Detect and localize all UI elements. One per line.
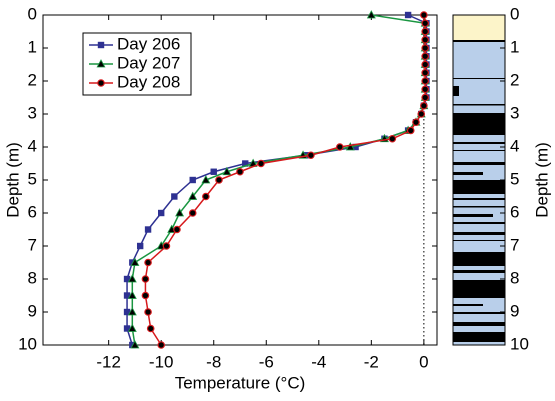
x-tick-label: -8 xyxy=(206,352,221,371)
y-tick-label: 7 xyxy=(510,235,519,254)
marker xyxy=(215,176,223,184)
marker xyxy=(421,19,429,28)
marker xyxy=(171,193,178,200)
y-tick-label: 0 xyxy=(28,4,37,23)
marker xyxy=(236,167,244,176)
marker xyxy=(96,59,106,68)
marker xyxy=(421,44,429,52)
y-tick-label: 7 xyxy=(28,235,37,254)
marker xyxy=(421,27,429,36)
marker xyxy=(388,134,397,143)
y-tick-label: 4 xyxy=(28,136,37,155)
marker xyxy=(188,209,197,217)
strata-column xyxy=(453,15,505,345)
marker xyxy=(336,143,344,151)
column-axis-label: Depth (m) xyxy=(532,142,551,218)
y-tick-label: 2 xyxy=(510,70,519,89)
marker xyxy=(352,143,359,151)
marker xyxy=(144,308,152,316)
y-tick-label: 5 xyxy=(510,169,519,188)
marker xyxy=(345,142,355,151)
marker xyxy=(127,323,137,332)
legend-label: Day 206 xyxy=(117,34,180,53)
y-tick-label: 6 xyxy=(510,202,519,221)
marker xyxy=(421,77,429,85)
marker xyxy=(127,290,137,299)
marker xyxy=(123,275,131,283)
legend-label: Day 207 xyxy=(117,53,180,72)
y-tick-label: 3 xyxy=(28,103,37,122)
marker xyxy=(141,275,150,283)
marker xyxy=(130,257,140,266)
legend-label: Day 208 xyxy=(117,72,180,91)
marker xyxy=(130,340,140,349)
marker xyxy=(421,35,429,44)
marker xyxy=(257,159,265,168)
marker xyxy=(202,192,210,201)
marker xyxy=(210,168,217,175)
marker xyxy=(417,110,426,118)
marker xyxy=(97,79,105,87)
marker xyxy=(144,226,152,233)
marker xyxy=(158,209,165,217)
marker xyxy=(366,10,376,19)
y-tick-label: 5 xyxy=(28,169,37,188)
y-tick-label: 8 xyxy=(510,268,519,287)
marker xyxy=(129,259,136,266)
marker xyxy=(421,60,429,69)
y-tick-label: 9 xyxy=(28,301,37,320)
marker xyxy=(307,151,315,160)
y-tick-label: 4 xyxy=(510,136,519,155)
marker xyxy=(123,325,131,332)
marker xyxy=(412,118,420,127)
marker xyxy=(123,292,131,299)
y-tick-label: 8 xyxy=(28,268,37,287)
y-axis-label: Depth (m) xyxy=(3,142,22,218)
y-tick-label: 3 xyxy=(510,103,519,122)
marker xyxy=(242,160,249,167)
marker xyxy=(129,341,136,349)
marker xyxy=(144,258,152,267)
marker xyxy=(97,41,105,49)
y-tick-label: 2 xyxy=(28,70,37,89)
y-tick-label: 1 xyxy=(28,37,37,56)
marker xyxy=(201,175,211,184)
marker xyxy=(188,191,198,200)
x-tick-label: -2 xyxy=(364,352,379,371)
y-tick-label: 9 xyxy=(510,301,519,320)
marker xyxy=(127,274,137,283)
marker xyxy=(123,308,131,316)
marker xyxy=(421,52,429,61)
marker xyxy=(146,324,155,333)
marker xyxy=(421,85,429,94)
x-tick-label: -10 xyxy=(149,352,174,371)
x-tick-label: 0 xyxy=(419,352,428,371)
y-tick-label: 6 xyxy=(28,202,37,221)
marker xyxy=(189,176,196,184)
marker xyxy=(421,68,429,77)
y-tick-label: 0 xyxy=(510,4,519,23)
marker xyxy=(136,242,144,250)
marker xyxy=(127,307,137,316)
y-tick-label: 10 xyxy=(510,334,529,353)
y-tick-label: 10 xyxy=(18,334,37,353)
marker xyxy=(420,11,428,19)
x-tick-label: -4 xyxy=(311,352,326,371)
marker xyxy=(404,11,412,19)
marker xyxy=(175,208,185,217)
marker xyxy=(162,242,171,250)
x-axis-label: Temperature (°C) xyxy=(175,373,306,392)
marker xyxy=(406,126,415,135)
marker xyxy=(157,341,166,349)
x-tick-label: -12 xyxy=(96,352,121,371)
marker xyxy=(141,291,150,300)
y-tick-label: 1 xyxy=(510,37,519,56)
x-tick-label: -6 xyxy=(259,352,274,371)
marker xyxy=(420,101,428,110)
marker xyxy=(173,225,181,234)
marker xyxy=(421,93,429,102)
marker xyxy=(222,166,232,176)
